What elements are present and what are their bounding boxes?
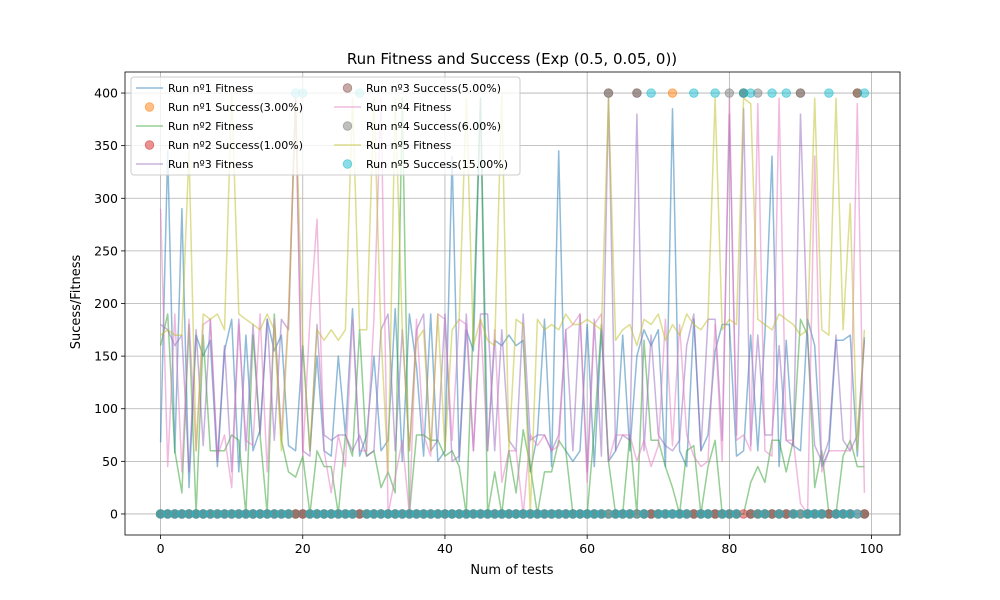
- success-marker: [774, 509, 784, 519]
- success-marker: [667, 88, 678, 98]
- x-ticks: 0 20 40 60 80 100: [157, 535, 884, 556]
- success-marker: [760, 509, 770, 519]
- legend-swatch: [342, 159, 353, 169]
- x-tick-label: 80: [721, 541, 737, 556]
- success-marker: [689, 88, 699, 98]
- y-tick-label: 50: [102, 454, 118, 469]
- legend-label: Run nº5 Fitness: [366, 139, 452, 152]
- legend-box: [130, 76, 521, 176]
- legend-label: Run nº1 Fitness: [168, 82, 254, 95]
- legend-label: Run nº4 Success(6.00%): [366, 120, 501, 133]
- y-tick-label: 250: [94, 243, 118, 258]
- legend-label: Run nº3 Fitness: [168, 158, 254, 171]
- success-marker: [632, 88, 642, 98]
- legend-swatch: [144, 102, 155, 112]
- success-marker: [347, 509, 358, 519]
- legend-label: Run nº5 Success(15.00%): [366, 158, 508, 171]
- success-marker: [724, 88, 735, 98]
- y-tick-label: 300: [94, 191, 118, 206]
- success-marker: [859, 88, 870, 98]
- y-tick-label: 350: [94, 138, 118, 153]
- success-marker: [824, 88, 834, 98]
- x-axis-title: Num of tests: [470, 563, 553, 578]
- y-tick-label: 150: [94, 349, 118, 364]
- success-marker: [745, 88, 756, 98]
- series-line: [159, 97, 866, 515]
- success-marker: [852, 509, 863, 519]
- series-line: [159, 97, 866, 489]
- success-marker: [703, 509, 713, 519]
- success-marker: [646, 88, 656, 98]
- legend-swatch: [342, 83, 353, 93]
- legend-label: Run nº1 Success(3.00%): [168, 101, 303, 114]
- legend: Run nº1 Fitness Run nº1 Success(3.00%) Run…: [130, 76, 521, 176]
- x-tick-label: 100: [860, 541, 884, 556]
- x-tick-label: 40: [437, 541, 453, 556]
- legend-label: Run nº2 Success(1.00%): [168, 139, 303, 152]
- legend-swatch: [144, 140, 155, 150]
- x-tick-label: 0: [157, 541, 165, 556]
- y-tick-label: 100: [94, 401, 118, 416]
- series-line: [160, 92, 866, 515]
- chart-title: Run Fitness and Success (Exp (0.5, 0.05,…: [347, 50, 677, 68]
- success-marker: [731, 509, 742, 519]
- success-marker: [639, 509, 649, 519]
- legend-label: Run nº2 Fitness: [168, 120, 254, 133]
- legend-swatch: [342, 121, 353, 131]
- success-marker: [795, 88, 806, 98]
- series-markers: [155, 88, 870, 519]
- success-marker: [681, 509, 692, 519]
- success-marker: [283, 509, 294, 519]
- success-marker: [817, 509, 827, 519]
- y-ticks: 0 50 100 150 200 250 300 350 400: [94, 86, 125, 521]
- x-tick-label: 60: [579, 541, 595, 556]
- x-tick-label: 20: [295, 541, 311, 556]
- y-tick-label: 200: [94, 296, 118, 311]
- y-tick-label: 400: [94, 86, 118, 101]
- success-marker: [781, 88, 791, 98]
- success-marker: [603, 88, 614, 98]
- y-tick-label: 0: [110, 506, 118, 521]
- success-marker: [767, 88, 777, 98]
- success-marker: [710, 88, 720, 98]
- legend-label: Run nº4 Fitness: [366, 101, 452, 114]
- y-axis-title: Sucess/Fitness: [69, 254, 84, 349]
- legend-label: Run nº3 Success(5.00%): [366, 82, 501, 95]
- series-lines: [159, 92, 866, 515]
